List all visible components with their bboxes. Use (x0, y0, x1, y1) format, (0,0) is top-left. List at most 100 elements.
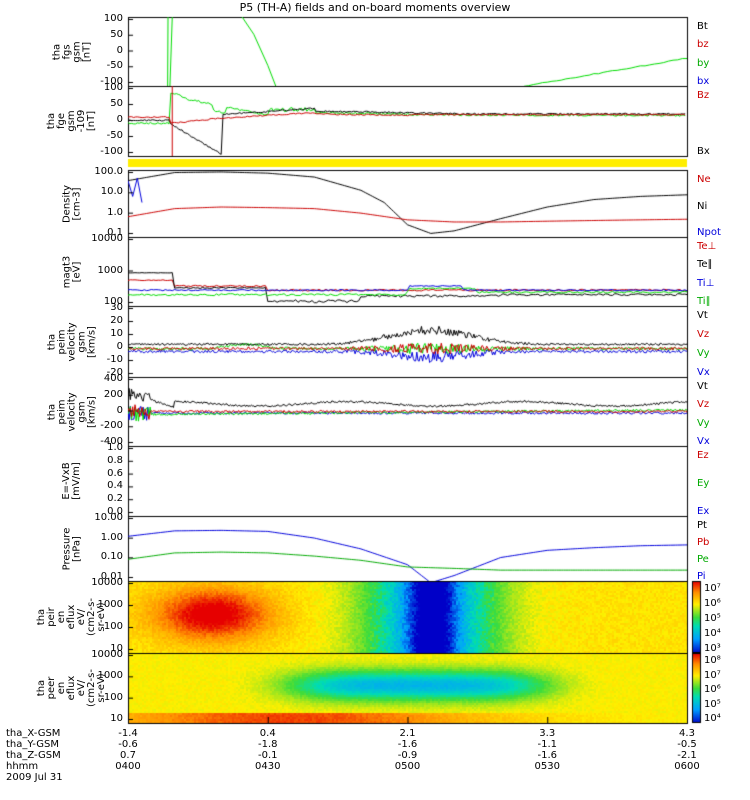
legend-entry: Pe (697, 554, 709, 565)
legend-entry: bz (697, 39, 709, 51)
y-tick-label: 0.6 (107, 467, 123, 479)
y-axis-label-line: sr-eV) (96, 602, 107, 632)
legend-entry: Vt (697, 310, 708, 321)
legend-entry: bx (697, 76, 710, 87)
plot-title: P5 (TH-A) fields and on-board moments ov… (239, 1, 511, 14)
y-axis-label: E=-VxB [mV/m] (52, 446, 92, 516)
colorbar-tick-label: 10³ (704, 643, 721, 654)
y-tick-label: 50 (110, 98, 123, 109)
y-axis-label-line: Density (61, 184, 72, 223)
y-tick-label: -50 (106, 130, 123, 141)
y-axis-label-line: tha (51, 43, 62, 60)
y-tick-label: 0.2 (107, 493, 123, 505)
y-tick-label: 10000 (91, 649, 123, 660)
y-tick-label: 30 (110, 302, 123, 313)
x-tick-label: 3.3 (539, 728, 556, 739)
x-tick-label: 0.4 (259, 728, 276, 739)
date-label: 2009 Jul 31 (6, 772, 63, 783)
legend-entry: Bx (697, 146, 710, 157)
legend-entry: Ni (697, 200, 708, 212)
footer-row-label: tha_X-GSM (6, 728, 61, 739)
x-tick-label: 0430 (255, 761, 281, 772)
y-tick-label: 1000 (97, 264, 123, 276)
x-tick-label: 0.7 (120, 750, 136, 761)
y-axis-label-line: [nT] (86, 110, 97, 132)
x-tick-label: 2.1 (399, 728, 416, 739)
legend-entry: Vy (697, 348, 710, 359)
y-axis-label-line: velocity (66, 391, 77, 432)
colorbar-tick-label: 10⁴ (704, 713, 721, 724)
legend-entry: Pi (697, 571, 706, 582)
y-tick-label: 0.4 (107, 480, 123, 492)
y-axis-label-line: fgs (61, 43, 72, 60)
colorbar-tick-label: 10⁵ (704, 698, 721, 710)
y-tick-label: 400 (103, 373, 123, 384)
x-tick-label: -1.1 (537, 739, 557, 750)
colorbar-tick-label: 10⁸ (704, 655, 721, 666)
x-tick-label: -1.4 (118, 728, 138, 739)
y-axis-label-line: [eV] (71, 261, 82, 282)
y-tick-label: 10.0 (100, 186, 123, 198)
y-tick-label: -20 (106, 367, 123, 378)
legend-entry: Ez (697, 450, 709, 461)
y-tick-label: 100 (103, 691, 123, 703)
y-axis-label-line: [cm-3] (71, 187, 82, 221)
legend-entry: Vt (697, 381, 708, 392)
y-axis-label-line: velocity (66, 321, 77, 362)
y-tick-label: -10 (106, 354, 123, 365)
x-tick-label: -1.8 (257, 739, 278, 750)
x-tick-label: -0.6 (118, 739, 138, 750)
y-tick-label: 10000 (91, 233, 123, 244)
legend-entry: by (697, 57, 710, 69)
legend-entry: Pt (697, 520, 707, 531)
y-axis-label: tha peir en eflux eV/(cm2-s-sr-eV) (36, 581, 107, 653)
y-axis-label: tha fgs gsm [nT] (51, 17, 92, 86)
y-axis-label-line: tha (46, 403, 57, 420)
y-axis-label: Density [cm-3] (52, 170, 92, 237)
colorbar-tick-label: 10⁵ (704, 613, 721, 624)
footer-row-label: tha_Z-GSM (6, 750, 61, 761)
y-tick-label: -400 (100, 436, 123, 447)
y-tick-label: -100 (100, 76, 123, 87)
y-axis-label-line: peim (56, 398, 67, 425)
legend-entry: Bz (697, 90, 710, 101)
legend-entry: Te∥ (697, 259, 713, 271)
colorbar-tick-label: 10⁷ (704, 583, 721, 594)
y-tick-label: 0.10 (100, 551, 123, 563)
y-axis-label-line: sr-eV) (96, 673, 107, 703)
x-tick-label: -0.9 (397, 750, 418, 761)
y-axis-label: tha peim velocity gsm [km/s] (46, 377, 97, 446)
y-tick-label: 10 (110, 643, 123, 654)
y-tick-label: 100 (103, 621, 123, 632)
footer-row-label: hhmm (6, 761, 39, 772)
legend-entry: Vz (697, 399, 710, 411)
y-tick-label: 100 (103, 13, 123, 24)
legend-entry: Ti∥ (697, 296, 711, 307)
y-axis-label-line: [nPa] (71, 535, 82, 562)
colorbar-tick-label: 10⁷ (704, 669, 721, 681)
y-axis-label-line: [km/s] (86, 395, 97, 428)
y-tick-label: 0 (116, 114, 123, 125)
legend-entry: Vz (697, 329, 710, 340)
y-tick-label: 1.0 (107, 442, 123, 453)
legend-entry: Pb (697, 537, 710, 548)
y-axis-label-line: gsm (76, 400, 87, 423)
y-tick-label: 0 (116, 44, 123, 56)
y-tick-label: 0.0 (107, 506, 123, 517)
y-tick-label: 200 (103, 388, 123, 400)
y-tick-label: -200 (100, 420, 123, 432)
y-tick-label: 0 (116, 341, 123, 352)
x-tick-label: -1.6 (397, 739, 418, 750)
y-tick-label: 10 (110, 713, 123, 724)
colorbar-tick-label: 10⁴ (704, 628, 721, 639)
x-tick-label: 4.3 (679, 728, 695, 739)
y-axis-label-line: peim (56, 328, 67, 355)
legend-entry: Ex (697, 506, 710, 517)
y-tick-label: 1000 (97, 599, 123, 610)
x-tick-label: -0.1 (257, 750, 278, 761)
y-axis-label-line: [nT] (81, 41, 92, 62)
y-tick-label: 100 (103, 296, 123, 307)
y-tick-label: 100 (103, 82, 123, 93)
x-tick-label: -0.5 (677, 739, 697, 750)
x-tick-label: -2.1 (677, 750, 697, 761)
